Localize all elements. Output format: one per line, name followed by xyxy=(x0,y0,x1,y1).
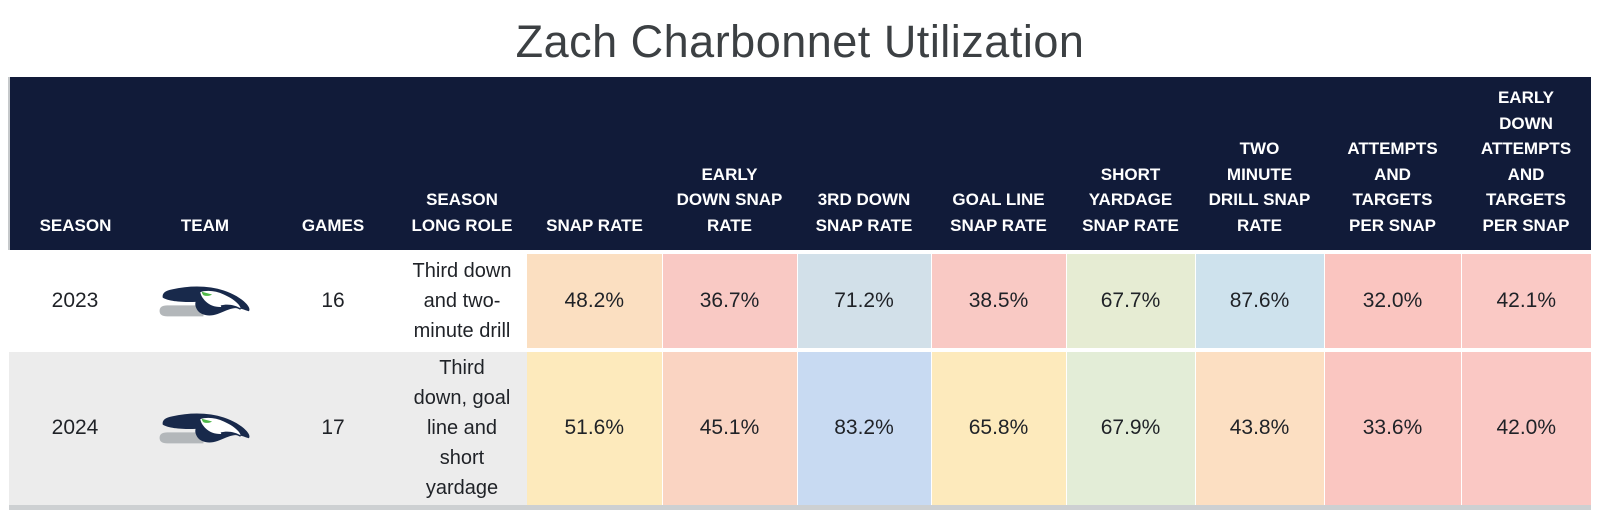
col-header-early-down-snap-rate: EARLY DOWN SNAP RATE xyxy=(676,164,783,235)
utilization-table: SEASON TEAM GAMES SEASON LONG ROLE SNAP … xyxy=(8,77,1591,510)
col-header-season: SEASON xyxy=(8,77,141,252)
seahawks-logo xyxy=(158,281,252,322)
col-header-snap-rate: SNAP RATE xyxy=(546,215,643,235)
stat-early-down-attempts-targets-per-snap: 42.0% xyxy=(1460,348,1591,507)
stat-early-down-snap-rate: 45.1% xyxy=(661,348,797,507)
page-title: Zach Charbonnet Utilization xyxy=(515,16,1085,67)
col-header-goal-line-snap-rate: GOAL LINE SNAP RATE xyxy=(950,190,1047,235)
table-row-2024: 2024 17 Third down, goal line and short … xyxy=(9,348,1591,507)
stat-two-minute-drill-snap-rate: 43.8% xyxy=(1194,348,1324,507)
col-header-games: GAMES xyxy=(301,215,365,235)
stat-third-down-snap-rate: 71.2% xyxy=(796,250,931,350)
stat-attempts-targets-per-snap: 33.6% xyxy=(1323,348,1461,507)
header-row: SEASON TEAM GAMES SEASON LONG ROLE SNAP … xyxy=(8,77,1591,252)
stat-early-down-attempts-targets-per-snap: 42.1% xyxy=(1460,250,1591,350)
role-cell: Third down and two- minute drill xyxy=(397,250,527,350)
season-cell: 2023 xyxy=(9,250,141,350)
stat-goal-line-snap-rate: 65.8% xyxy=(930,348,1066,507)
seahawks-logo-icon xyxy=(159,413,250,444)
team-cell xyxy=(141,348,269,507)
stat-snap-rate: 51.6% xyxy=(527,348,662,507)
col-header-team: TEAM xyxy=(180,215,230,235)
role-cell: Third down, goal line and short yardage xyxy=(397,348,527,507)
stat-early-down-snap-rate: 36.7% xyxy=(661,250,797,350)
col-header-third-down-snap-rate: 3RD DOWN SNAP RATE xyxy=(815,190,913,235)
col-header-two-minute-drill-snap-rate: TWO MINUTE DRILL SNAP RATE xyxy=(1208,139,1311,235)
games-cell: 16 xyxy=(269,250,397,350)
seahawks-logo xyxy=(158,408,252,449)
table-row-2023: 2023 16 Third down and two- minute drill xyxy=(9,250,1591,350)
stat-short-yardage-snap-rate: 67.7% xyxy=(1065,250,1195,350)
stat-snap-rate: 48.2% xyxy=(527,250,662,350)
col-header-short-yardage-snap-rate: SHORT YARDAGE SNAP RATE xyxy=(1082,164,1179,235)
col-header-attempts-targets-per-snap: ATTEMPTS AND TARGETS PER SNAP xyxy=(1347,139,1438,235)
col-header-early-down-attempts-targets-per-snap: EARLY DOWN ATTEMPTS AND TARGETS PER SNAP xyxy=(1480,88,1572,235)
stat-goal-line-snap-rate: 38.5% xyxy=(930,250,1066,350)
seahawks-logo-icon xyxy=(159,286,250,316)
stat-two-minute-drill-snap-rate: 87.6% xyxy=(1194,250,1324,350)
col-header-season-long-role: SEASON LONG ROLE xyxy=(411,190,513,235)
stat-third-down-snap-rate: 83.2% xyxy=(796,348,931,507)
games-cell: 17 xyxy=(269,348,397,507)
stat-short-yardage-snap-rate: 67.9% xyxy=(1065,348,1195,507)
team-cell xyxy=(141,250,269,350)
season-cell: 2024 xyxy=(9,348,141,507)
stat-attempts-targets-per-snap: 32.0% xyxy=(1323,250,1461,350)
